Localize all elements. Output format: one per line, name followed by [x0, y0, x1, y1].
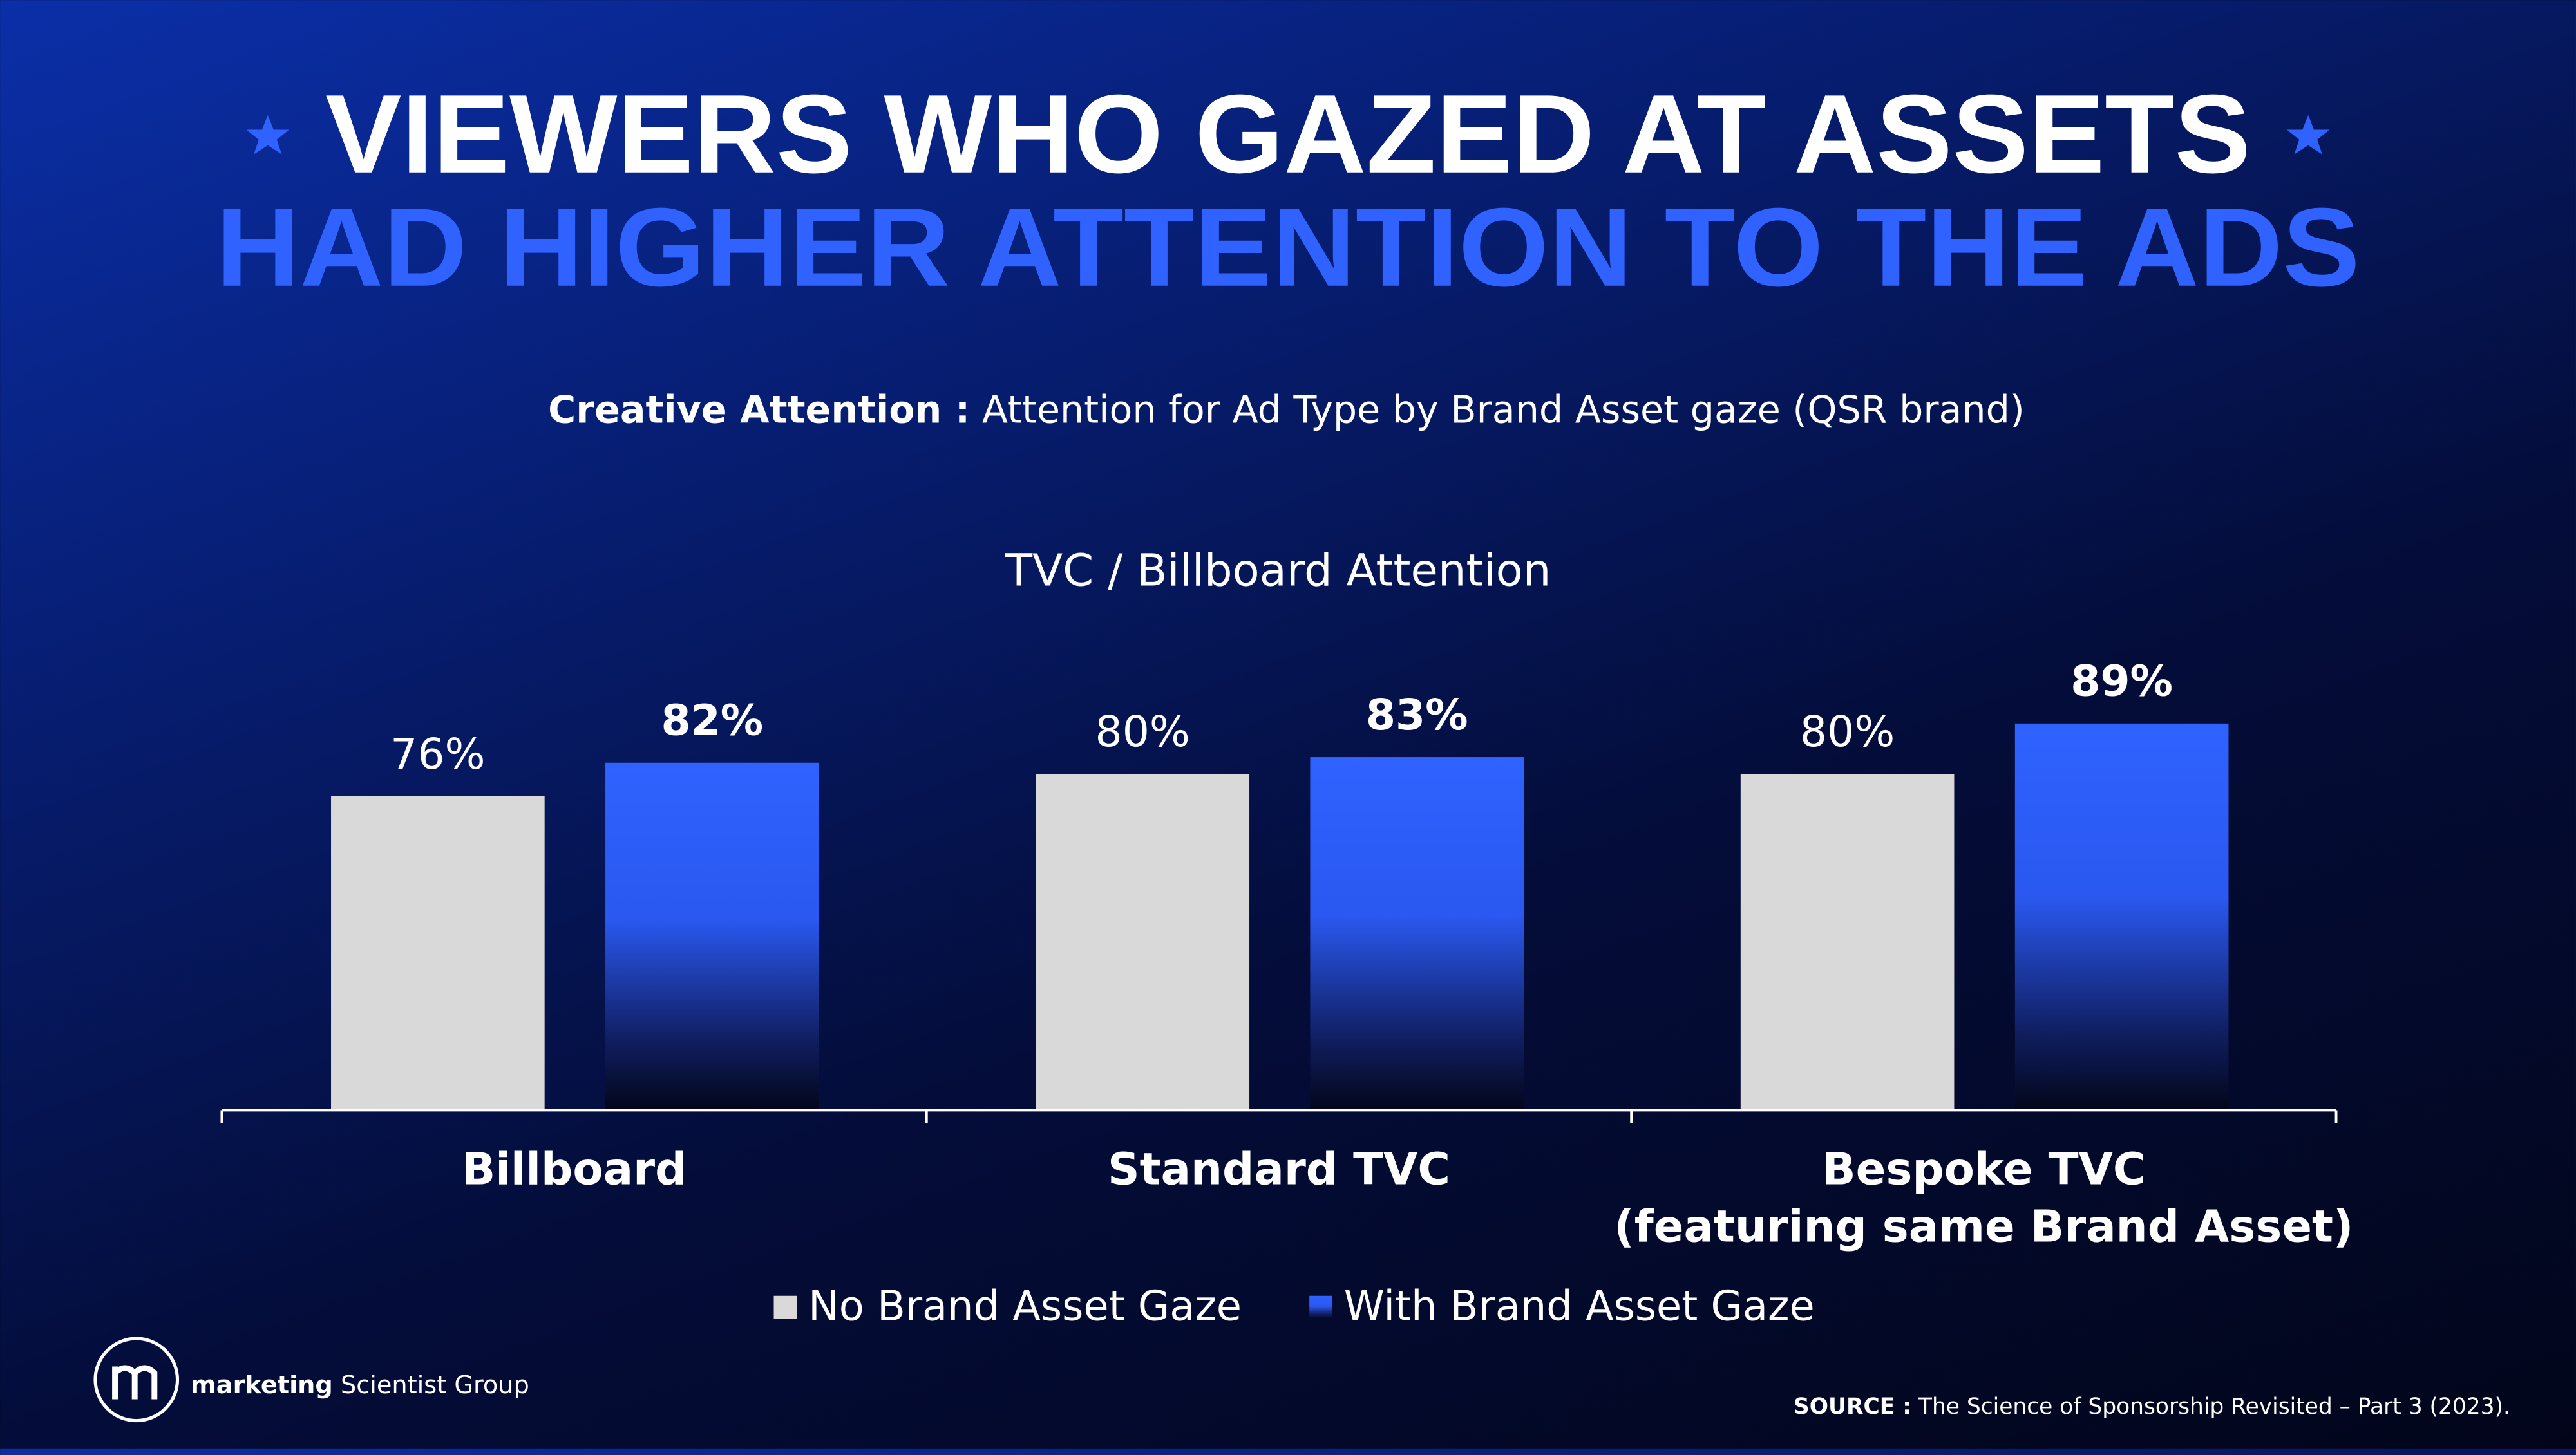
legend-label: With Brand Asset Gaze — [1344, 1283, 1815, 1331]
value-label: 83% — [1366, 690, 1468, 740]
legend-label: No Brand Asset Gaze — [808, 1283, 1242, 1331]
legend-swatch — [773, 1295, 797, 1319]
title-line2: HAD HIGHER ATTENTION TO THE ADS — [216, 185, 2360, 310]
subtitle-text: Attention for Ad Type by Brand Asset gaz… — [970, 388, 2025, 431]
bar — [605, 762, 819, 1111]
source-text: The Science of Sponsorship Revisited – P… — [1911, 1394, 2510, 1420]
value-label: 89% — [2070, 656, 2173, 706]
value-label: 82% — [661, 695, 764, 746]
star — [246, 115, 289, 155]
logo-rest: Scientist Group — [333, 1371, 529, 1400]
bar — [1036, 774, 1250, 1111]
source-label: SOURCE : — [1794, 1394, 1911, 1420]
x-label-box: Standard TVC — [1107, 1145, 1450, 1196]
subtitle: Creative Attention : Attention for Ad Ty… — [548, 388, 2025, 431]
value-label: 80% — [1095, 706, 1190, 756]
x-tick-label: Bespoke TVC (featuring same Brand Asset) — [1614, 1145, 2354, 1253]
bar — [1310, 757, 1524, 1111]
logo-icon — [112, 1365, 158, 1400]
logo-text: marketing Scientist Group — [191, 1371, 529, 1400]
x-tick-label: Standard TVC — [1107, 1145, 1450, 1196]
logo-bold: marketing — [191, 1371, 333, 1400]
star — [2287, 115, 2330, 155]
x-label-box: Billboard — [461, 1145, 687, 1196]
x-label-box: Bespoke TVC (featuring same Brand Asset) — [1614, 1145, 2354, 1253]
bar — [331, 796, 545, 1111]
logo-mark — [93, 1337, 180, 1423]
source: SOURCE : The Science of Sponsorship Revi… — [1794, 1394, 2510, 1420]
legend-swatch — [1309, 1295, 1332, 1319]
value-label: 80% — [1800, 706, 1895, 756]
x-tick-label: Billboard — [461, 1145, 687, 1196]
title-line1: VIEWERS WHO GAZED AT ASSETS — [325, 71, 2251, 196]
bar — [1740, 774, 1955, 1111]
chart-title: TVC / Billboard Attention — [1005, 545, 1551, 596]
bar — [2014, 723, 2229, 1111]
subtitle-label: Creative Attention : — [548, 388, 970, 431]
value-label: 76% — [390, 729, 485, 779]
